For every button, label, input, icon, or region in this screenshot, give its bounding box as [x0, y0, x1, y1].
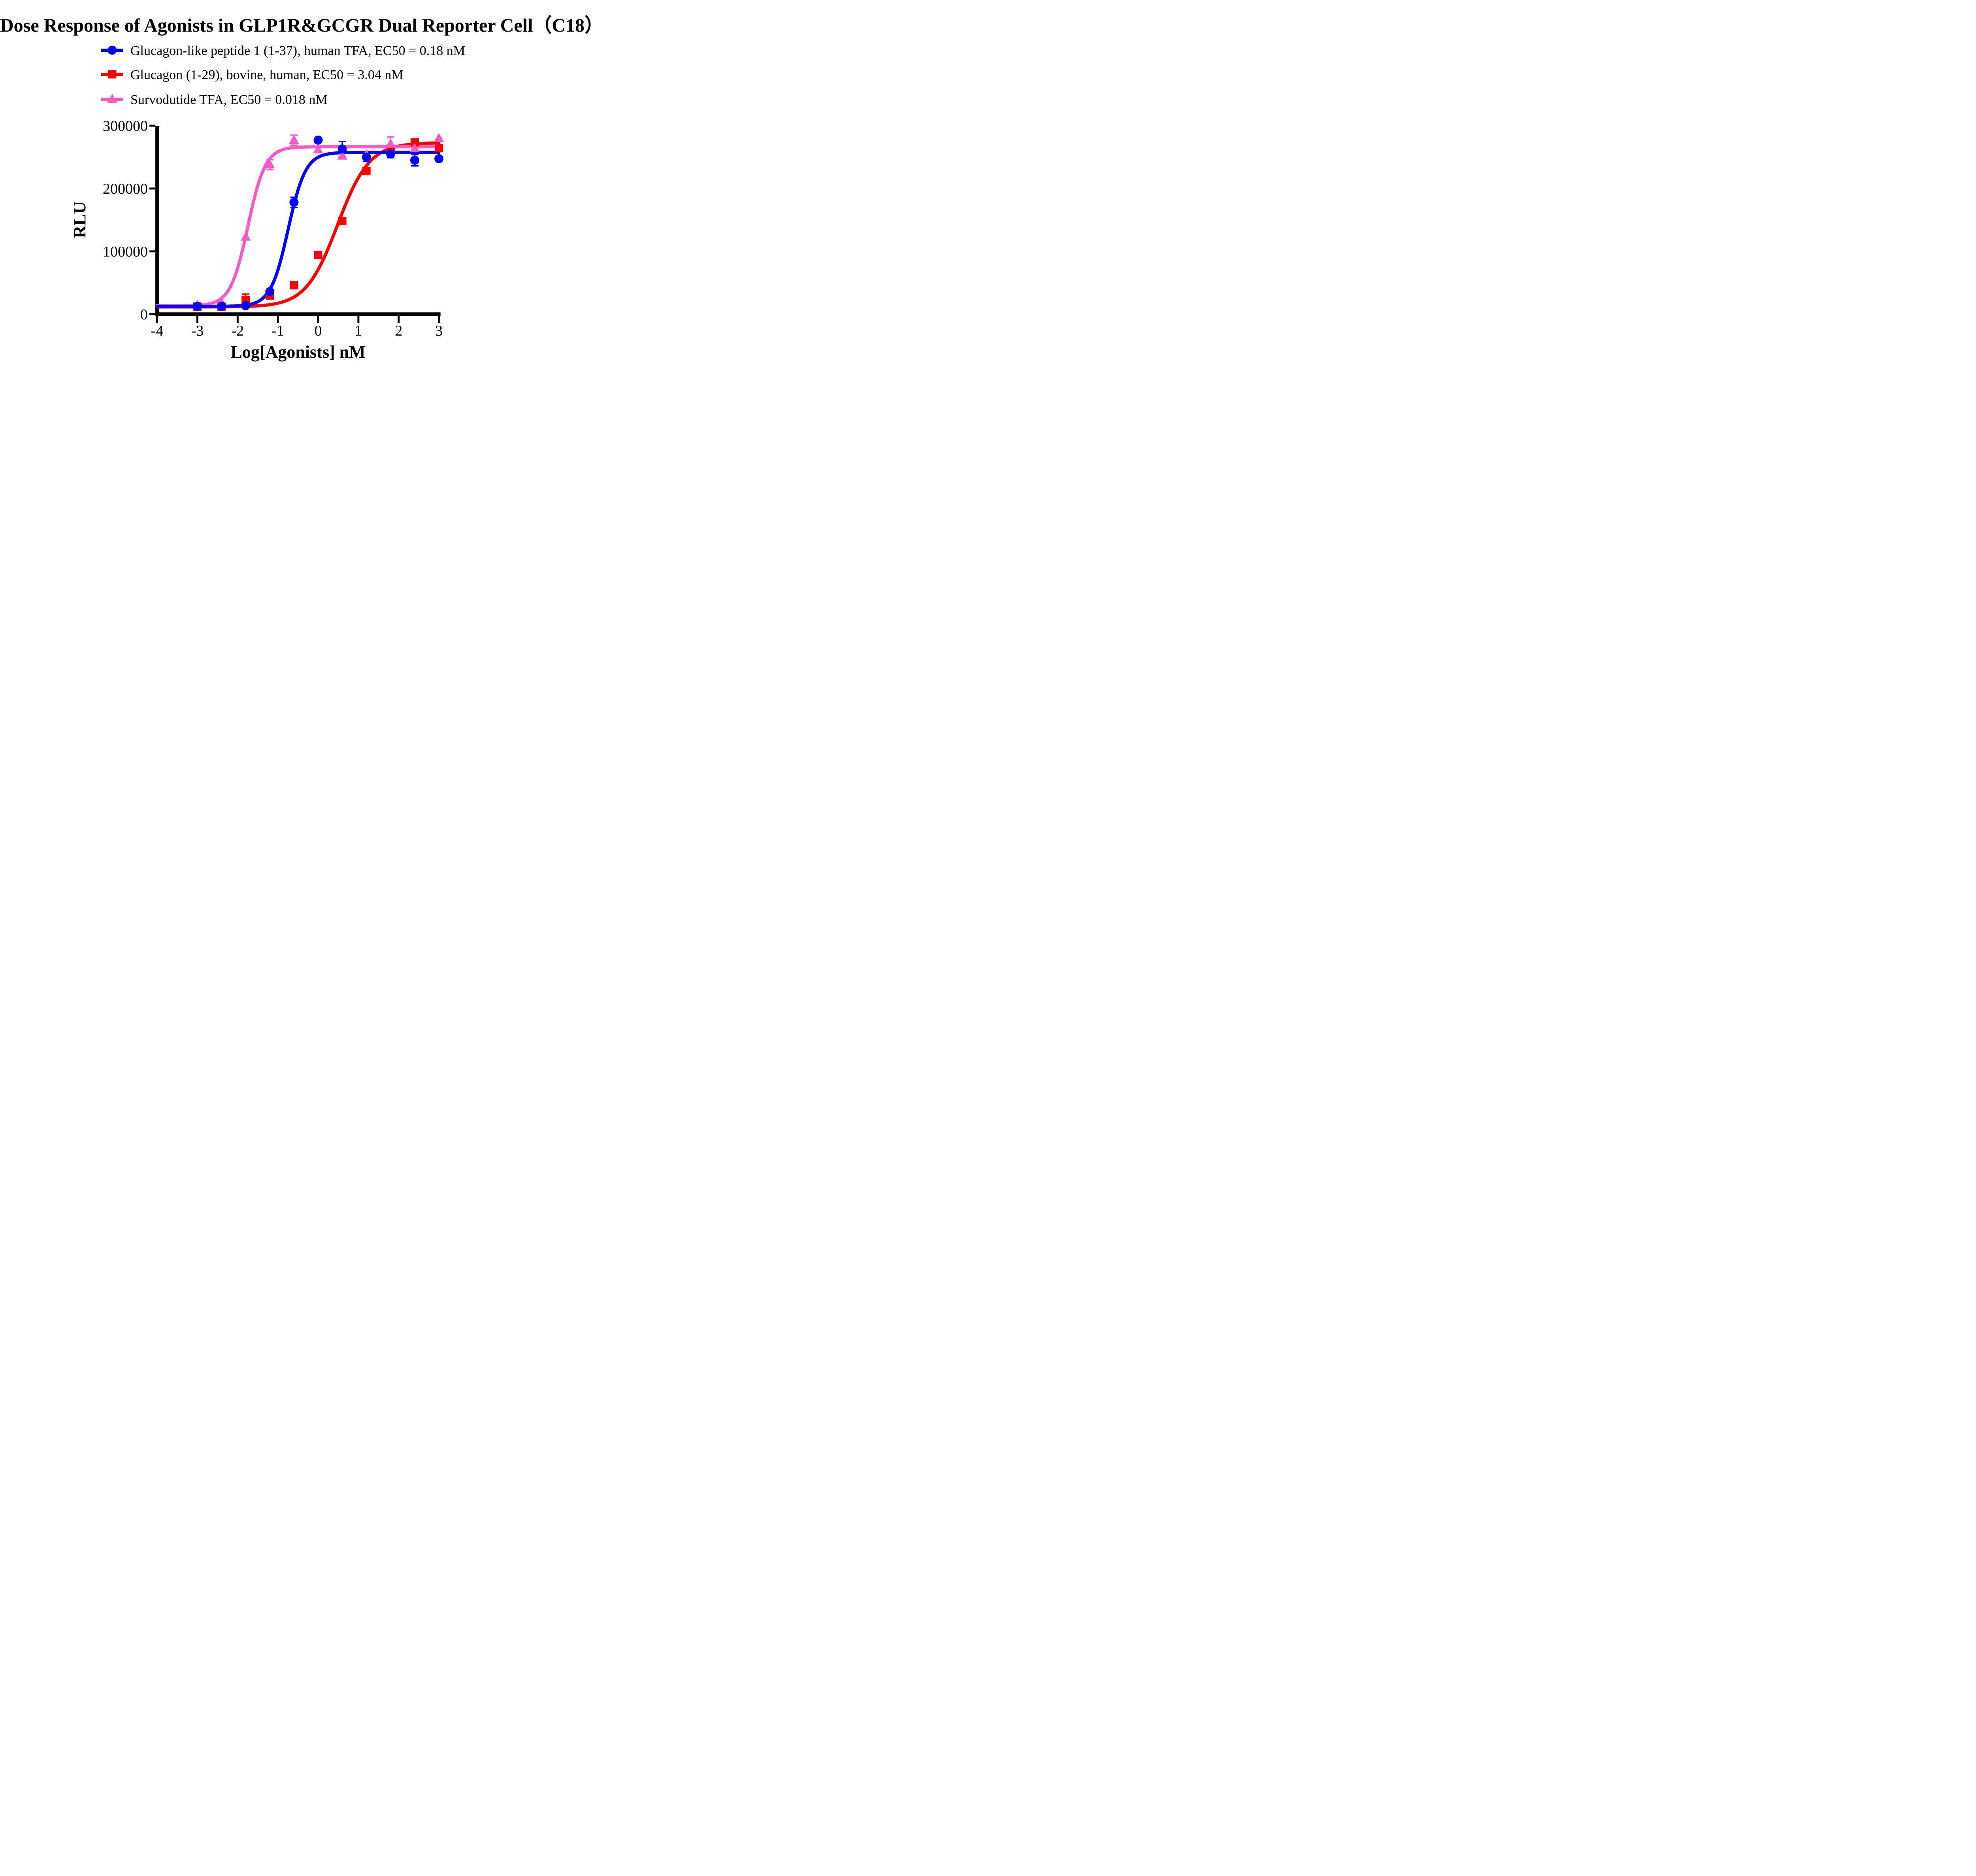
data-point-circle	[217, 302, 226, 311]
x-tick-label: -4	[151, 323, 164, 339]
x-tick-label: -2	[231, 323, 244, 339]
legend-marker-triangle-swatch	[101, 94, 123, 103]
data-point-triangle	[434, 133, 444, 142]
data-point-circle	[192, 302, 202, 311]
data-point-triangle	[313, 144, 323, 153]
legend-marker-triangle-icon	[100, 90, 125, 110]
data-point-triangle	[385, 138, 396, 148]
data-point-circle	[265, 287, 275, 296]
data-point-square	[314, 251, 322, 259]
data-point-circle	[386, 149, 395, 159]
data-point-square	[435, 143, 443, 152]
x-tick-label: 0	[315, 323, 322, 339]
legend-item-label: Glucagon (1-29), bovine, human, EC50 = 3…	[130, 68, 403, 82]
series-points-circle	[192, 136, 444, 311]
data-point-square	[338, 217, 347, 226]
data-point-circle	[289, 198, 299, 207]
series-points-triangle	[192, 133, 444, 310]
legend-marker-circle-icon	[100, 41, 125, 61]
chart-plot-area: -4 -3 -2 -1 0 1 2 3 0 100000 200000 300000 Log[Agoni…	[70, 118, 444, 362]
x-tick-label: -1	[272, 323, 284, 339]
x-tick-label: 2	[395, 323, 402, 339]
data-point-square	[108, 70, 117, 78]
data-point-triangle	[337, 150, 347, 160]
data-point-circle	[362, 152, 371, 162]
data-point-triangle	[240, 231, 251, 241]
y-tick-label: 100000	[103, 243, 148, 260]
data-point-triangle	[107, 94, 117, 103]
y-tick-label: 200000	[103, 181, 148, 197]
legend-item-survodutide: Survodutide TFA, EC50 = 0.018 nM	[100, 91, 328, 109]
x-tick-label: 3	[435, 323, 443, 339]
legend-item-glucagon: Glucagon (1-29), bovine, human, EC50 = 3…	[100, 66, 403, 84]
legend-marker-circle-swatch	[101, 45, 123, 55]
legend-marker-square-swatch	[101, 70, 123, 78]
data-point-circle	[338, 144, 347, 154]
dose-response-figure: Dose Response of Agonists in GLP1R&GCGR …	[0, 0, 592, 375]
data-point-square	[290, 281, 298, 290]
chart-title: Dose Response of Agonists in GLP1R&GCGR …	[0, 15, 592, 36]
y-tick-label: 300000	[103, 118, 148, 134]
legend-marker-square-icon	[100, 65, 125, 85]
data-point-square	[410, 138, 419, 147]
y-tick-label: 0	[140, 306, 148, 323]
legend-item-label: Glucagon-like peptide 1 (1-37), human TF…	[130, 43, 466, 58]
data-point-circle	[313, 136, 323, 145]
data-point-triangle	[289, 135, 299, 144]
data-point-circle	[434, 154, 444, 163]
legend-item-label: Survodutide TFA, EC50 = 0.018 nM	[130, 92, 328, 107]
x-axis-label: Log[Agonists] nM	[231, 342, 366, 362]
x-tick-label: 1	[354, 323, 362, 339]
y-axis-label: RLU	[70, 202, 89, 238]
data-point-triangle	[265, 159, 275, 169]
data-point-square	[362, 166, 371, 175]
data-point-circle	[241, 301, 251, 310]
x-tick-label: -3	[191, 323, 204, 339]
legend-item-glp1: Glucagon-like peptide 1 (1-37), human TF…	[100, 42, 465, 60]
data-point-circle	[107, 45, 117, 55]
data-point-triangle	[409, 143, 420, 152]
data-point-circle	[410, 155, 419, 165]
